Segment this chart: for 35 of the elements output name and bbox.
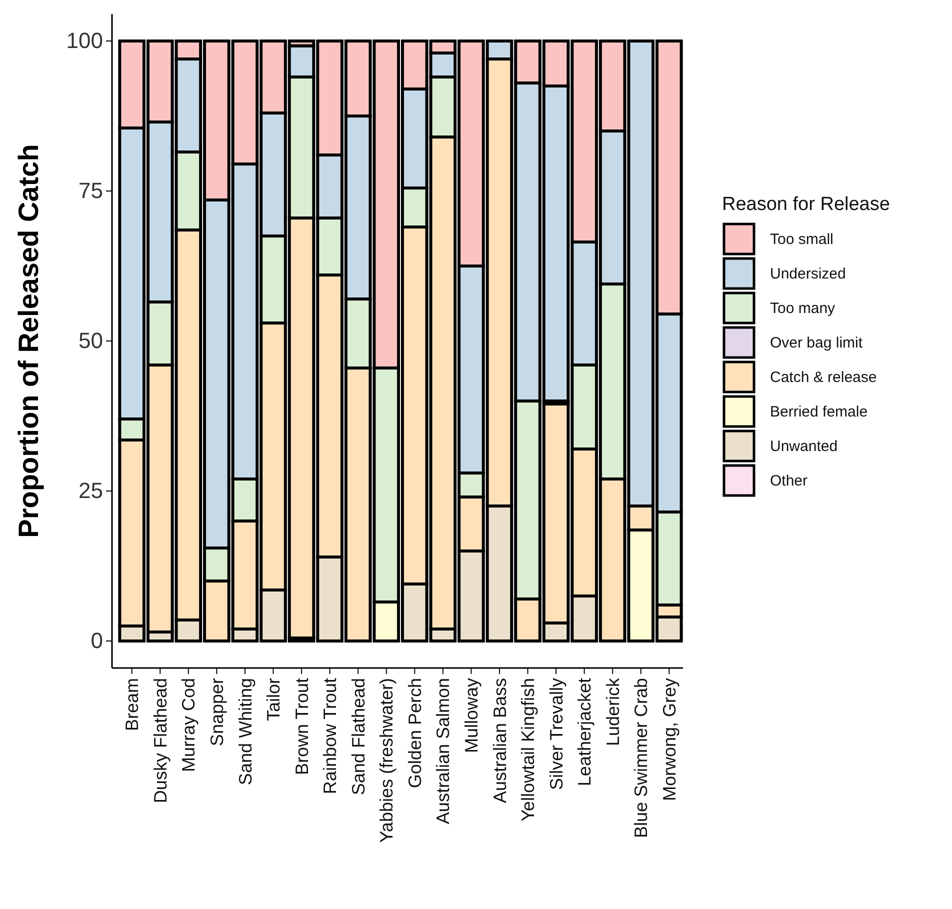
x-tick-label: Australian Salmon bbox=[433, 678, 454, 824]
x-tick-label: Leatherjacket bbox=[574, 678, 595, 786]
x-tick-label: Snapper bbox=[206, 678, 227, 746]
y-tick-label: 75 bbox=[78, 178, 103, 204]
legend-label: Catch & release bbox=[770, 369, 877, 386]
x-tick-label: Blue Swimmer Crab bbox=[631, 678, 652, 838]
legend-label: Over bag limit bbox=[770, 334, 864, 352]
x-tick-label: Yabbies (freshwater) bbox=[376, 678, 397, 843]
x-tick-label: Morwong, Grey bbox=[659, 678, 680, 802]
x-tick-label: Brown Trout bbox=[292, 678, 312, 776]
x-tick-label: Yellowtail Kingfish bbox=[518, 678, 538, 822]
x-tick-label: Mulloway bbox=[461, 678, 482, 754]
legend-label: Too small bbox=[770, 231, 834, 248]
x-tick-label: Murray Cod bbox=[178, 678, 199, 772]
x-tick-label: Golden Perch bbox=[404, 678, 425, 788]
legend-title: Reason for Release bbox=[722, 194, 890, 215]
y-tick-label: 50 bbox=[78, 328, 103, 354]
y-axis-title: Proportion of Released Catch bbox=[13, 144, 44, 538]
legend-label: Unwanted bbox=[770, 438, 838, 455]
legend-label: Too many bbox=[770, 300, 836, 317]
legend-label: Berried female bbox=[770, 404, 868, 420]
x-tick-label: Luderick bbox=[602, 677, 623, 746]
y-tick-label: 0 bbox=[90, 628, 103, 654]
x-tick-label: Sand Whiting bbox=[235, 678, 256, 786]
legend-label: Undersized bbox=[770, 266, 846, 282]
y-tick-label: 100 bbox=[66, 28, 103, 54]
x-tick-label: Dusky Flathead bbox=[150, 678, 170, 804]
x-tick-label: Silver Trevally bbox=[546, 678, 566, 790]
x-tick-label: Bream bbox=[122, 678, 142, 732]
legend-label: Other bbox=[770, 472, 808, 490]
x-tick-label: Rainbow Trout bbox=[320, 678, 340, 794]
x-tick-label: Sand Flathead bbox=[348, 678, 368, 796]
y-tick-label: 25 bbox=[78, 478, 103, 504]
x-tick-label: Australian Bass bbox=[490, 678, 510, 804]
x-tick-label: Tailor bbox=[264, 678, 284, 722]
